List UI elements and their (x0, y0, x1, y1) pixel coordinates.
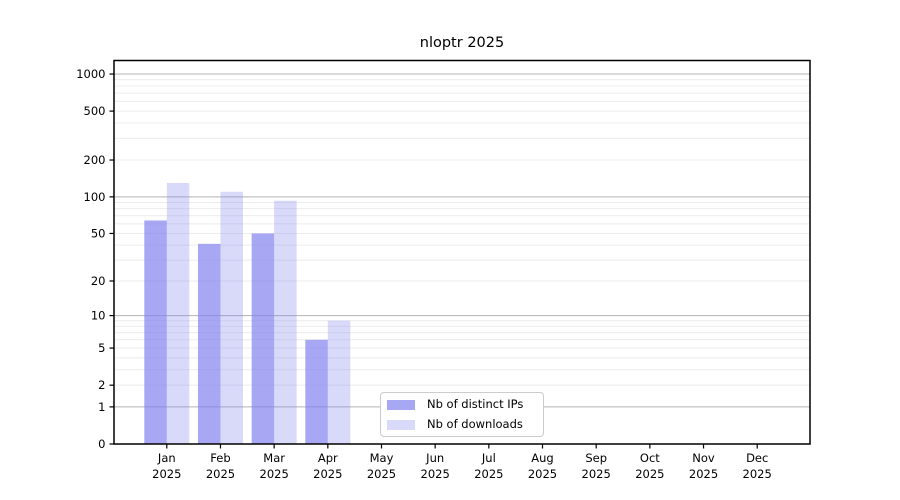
x-tick-label-year: 2025 (689, 467, 718, 481)
legend: Nb of distinct IPs Nb of downloads (380, 392, 544, 437)
x-tick-label-year: 2025 (260, 467, 289, 481)
x-tick-label-month: Apr (318, 451, 338, 465)
y-tick-label: 100 (84, 190, 106, 204)
y-tick-label: 20 (91, 274, 106, 288)
x-tick-label-month: Feb (210, 451, 230, 465)
x-tick-label-month: Mar (263, 451, 285, 465)
x-tick-label-year: 2025 (367, 467, 396, 481)
legend-swatch-downloads-icon (387, 419, 415, 430)
bar-downloads-jan (166, 182, 190, 445)
y-tick-label: 50 (91, 226, 106, 240)
legend-item-distinct-ips: Nb of distinct IPs (387, 397, 543, 413)
bar-distinct-ips-jan (144, 220, 167, 444)
x-tick-label-month: Jan (157, 451, 176, 465)
y-tick-label: 1000 (76, 67, 105, 81)
bar-downloads-feb (220, 191, 243, 444)
x-tick-label-year: 2025 (421, 467, 450, 481)
x-tick-label-year: 2025 (313, 467, 342, 481)
x-tick-label-month: Jun (425, 451, 444, 465)
y-tick-label: 0 (98, 437, 105, 451)
x-tick-label-month: May (370, 451, 394, 465)
y-tick-label: 500 (84, 104, 106, 118)
x-tick-label-year: 2025 (206, 467, 235, 481)
x-tick-label-month: Sep (585, 451, 607, 465)
x-tick-label-year: 2025 (635, 467, 664, 481)
x-tick-label-month: Jul (481, 451, 496, 465)
bar-downloads-mar (274, 200, 297, 444)
x-tick-label-month: Aug (531, 451, 553, 465)
x-tick-label-year: 2025 (152, 467, 181, 481)
legend-label-downloads: Nb of downloads (427, 416, 523, 431)
x-tick-label-month: Nov (692, 451, 715, 465)
x-tick-label-year: 2025 (743, 467, 772, 481)
bar-distinct-ips-feb (197, 243, 221, 444)
y-tick-label: 10 (91, 309, 106, 323)
legend-item-downloads: Nb of downloads (387, 417, 543, 433)
bar-distinct-ips-mar (251, 233, 275, 444)
chart-title: nloptr 2025 (419, 35, 505, 51)
x-tick-label-year: 2025 (582, 467, 611, 481)
bar-downloads-apr (327, 320, 351, 444)
legend-swatch-distinct-ips-icon (387, 399, 415, 410)
x-tick-label-month: Oct (640, 451, 660, 465)
x-tick-label-year: 2025 (474, 467, 503, 481)
plot-frame (113, 59, 811, 445)
y-tick-label: 2 (98, 378, 105, 392)
y-tick-label: 1 (98, 400, 105, 414)
x-tick-label-month: Dec (746, 451, 768, 465)
legend-label-distinct-ips: Nb of distinct IPs (427, 396, 524, 411)
bar-distinct-ips-apr (305, 339, 328, 444)
y-tick-label: 5 (98, 341, 105, 355)
x-tick-label-year: 2025 (528, 467, 557, 481)
y-tick-label: 200 (84, 153, 106, 167)
